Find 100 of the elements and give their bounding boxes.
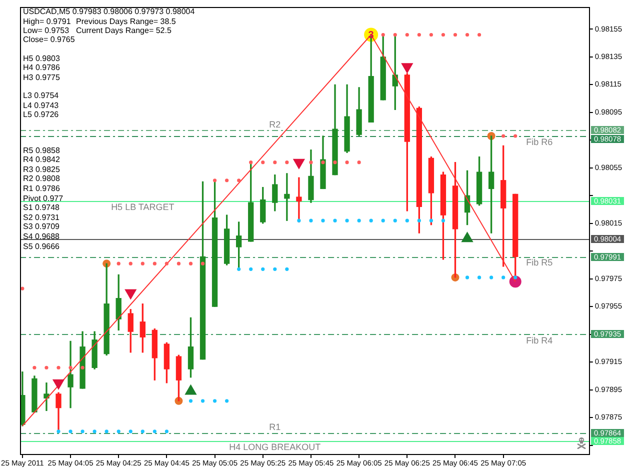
point bbox=[345, 218, 349, 222]
annotation: R1 0.9786 bbox=[23, 184, 60, 193]
point bbox=[333, 160, 337, 164]
annotation: Close= 0.9765 bbox=[23, 35, 75, 44]
point bbox=[405, 218, 409, 222]
annotation: L5 0.9726 bbox=[23, 110, 59, 120]
point bbox=[128, 262, 132, 266]
annotation: R3 0.9825 bbox=[23, 164, 60, 174]
point bbox=[104, 430, 108, 434]
annotation: S1 0.9748 bbox=[23, 203, 60, 212]
candlestick bbox=[284, 173, 290, 221]
point bbox=[152, 262, 156, 266]
candlestick bbox=[296, 177, 302, 222]
annotation: Pivot 0.977 bbox=[23, 194, 64, 202]
point bbox=[273, 160, 277, 164]
point bbox=[200, 399, 205, 403]
point bbox=[345, 160, 349, 164]
point bbox=[225, 399, 229, 403]
point bbox=[393, 218, 397, 222]
point bbox=[261, 160, 265, 164]
point bbox=[92, 430, 96, 434]
annotation: High= 0.9791 bbox=[23, 16, 71, 26]
point bbox=[441, 218, 446, 222]
point bbox=[309, 218, 313, 222]
annotation: H5 0.9803 bbox=[23, 54, 60, 64]
point bbox=[369, 218, 373, 222]
point bbox=[321, 218, 325, 222]
annotation: H5 LB TARGET bbox=[111, 202, 175, 212]
point bbox=[237, 267, 241, 271]
point bbox=[405, 32, 409, 37]
annotation: L4 0.9743 bbox=[23, 100, 59, 110]
point bbox=[309, 160, 313, 164]
point bbox=[273, 267, 277, 271]
point bbox=[321, 160, 325, 164]
point bbox=[514, 276, 518, 280]
point bbox=[490, 276, 494, 280]
point bbox=[188, 399, 193, 403]
point bbox=[477, 276, 482, 280]
point bbox=[441, 32, 446, 37]
point bbox=[116, 262, 120, 266]
annotation: Previous Days Range= 38.5 bbox=[76, 16, 176, 26]
point bbox=[140, 430, 144, 434]
annotation: Current Days Range= 52.5 bbox=[76, 26, 172, 35]
point bbox=[128, 430, 132, 434]
point bbox=[56, 430, 60, 434]
annotation: Fib R5 bbox=[526, 258, 553, 268]
candlestick bbox=[44, 382, 50, 411]
point bbox=[152, 430, 156, 434]
point bbox=[417, 218, 421, 222]
chart-title: USDCAD,M5 0.97983 0.98006 0.97973 0.98004 bbox=[23, 7, 195, 16]
point bbox=[188, 262, 193, 266]
point bbox=[477, 32, 482, 37]
point bbox=[225, 178, 229, 182]
point bbox=[32, 366, 36, 370]
annotation: H4 LONG BREAKOUT bbox=[229, 442, 322, 452]
annotation: S3 0.9709 bbox=[23, 222, 60, 232]
point bbox=[465, 276, 470, 280]
point bbox=[417, 32, 421, 37]
point bbox=[514, 134, 518, 138]
point bbox=[393, 32, 397, 37]
point bbox=[429, 218, 433, 222]
point bbox=[429, 32, 433, 37]
annotation: R2 bbox=[269, 119, 281, 130]
point bbox=[212, 178, 217, 182]
point bbox=[381, 218, 385, 222]
point bbox=[140, 262, 144, 266]
point bbox=[453, 32, 458, 37]
point bbox=[261, 267, 265, 271]
annotation: S5 0.9666 bbox=[23, 242, 60, 250]
point bbox=[164, 430, 168, 434]
point bbox=[176, 262, 181, 266]
annotation: Fib R4 bbox=[526, 335, 553, 346]
point bbox=[357, 218, 361, 222]
point bbox=[465, 32, 470, 37]
point bbox=[164, 262, 168, 266]
point bbox=[381, 32, 385, 37]
point bbox=[285, 267, 289, 271]
point bbox=[44, 366, 48, 370]
point bbox=[68, 366, 72, 370]
annotation: H4 0.9786 bbox=[23, 63, 60, 72]
point bbox=[237, 178, 241, 182]
point bbox=[357, 160, 361, 164]
point bbox=[297, 218, 301, 222]
annotation: S4 0.9688 bbox=[23, 232, 60, 241]
point bbox=[68, 430, 72, 434]
point bbox=[20, 286, 24, 290]
point bbox=[502, 276, 506, 280]
point bbox=[333, 218, 337, 222]
annotation: L3 0.9754 bbox=[23, 91, 59, 100]
annotation: Low= 0.9753 bbox=[23, 26, 70, 35]
annotation: H3 0.9775 bbox=[23, 72, 60, 82]
annotation: R1 bbox=[269, 422, 281, 432]
annotation: R5 0.9858 bbox=[23, 146, 60, 154]
point bbox=[80, 366, 84, 370]
point bbox=[502, 134, 506, 138]
point bbox=[116, 430, 120, 434]
point bbox=[285, 160, 289, 164]
annotation: R2 0.9808 bbox=[23, 174, 60, 184]
point bbox=[80, 430, 84, 434]
annotation: S2 0.9731 bbox=[23, 212, 60, 222]
